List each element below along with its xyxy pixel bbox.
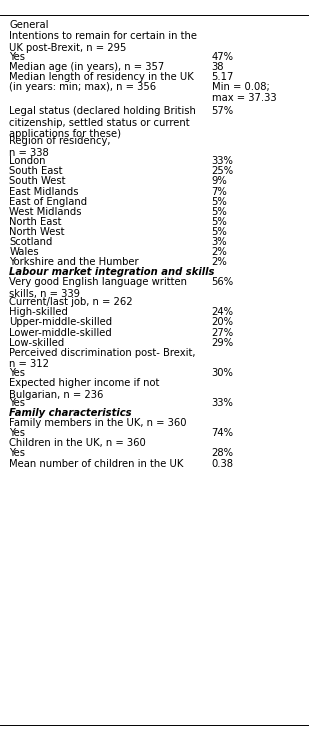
Text: Min = 0.08;
max = 37.33: Min = 0.08; max = 37.33 bbox=[212, 82, 276, 104]
Text: High-skilled: High-skilled bbox=[9, 307, 68, 318]
Text: 74%: 74% bbox=[212, 429, 234, 438]
Text: Yes: Yes bbox=[9, 368, 25, 378]
Text: 29%: 29% bbox=[212, 338, 234, 347]
Text: South West: South West bbox=[9, 177, 66, 186]
Text: Family characteristics: Family characteristics bbox=[9, 408, 132, 418]
Text: South East: South East bbox=[9, 166, 63, 177]
Text: Yes: Yes bbox=[9, 448, 25, 458]
Text: Scotland: Scotland bbox=[9, 237, 53, 247]
Text: Yes: Yes bbox=[9, 398, 25, 408]
Text: 2%: 2% bbox=[212, 247, 227, 257]
Text: 30%: 30% bbox=[212, 368, 234, 378]
Text: 47%: 47% bbox=[212, 52, 234, 61]
Text: Yes: Yes bbox=[9, 429, 25, 438]
Text: Current/last job, n = 262: Current/last job, n = 262 bbox=[9, 297, 133, 307]
Text: (in years: min; max), n = 356: (in years: min; max), n = 356 bbox=[9, 82, 156, 92]
Text: Perceived discrimination post- Brexit,
n = 312: Perceived discrimination post- Brexit, n… bbox=[9, 347, 196, 369]
Text: 5%: 5% bbox=[212, 196, 227, 207]
Text: Intentions to remain for certain in the
UK post-Brexit, n = 295: Intentions to remain for certain in the … bbox=[9, 31, 197, 53]
Text: 5%: 5% bbox=[212, 217, 227, 227]
Text: Legal status (declared holding British
citizenship, settled status or current
ap: Legal status (declared holding British c… bbox=[9, 106, 196, 139]
Text: London: London bbox=[9, 156, 46, 166]
Text: 27%: 27% bbox=[212, 328, 234, 337]
Text: East Midlands: East Midlands bbox=[9, 187, 79, 196]
Text: 3%: 3% bbox=[212, 237, 227, 247]
Text: General: General bbox=[9, 20, 49, 31]
Text: 5%: 5% bbox=[212, 207, 227, 217]
Text: Region of residency,
n = 338: Region of residency, n = 338 bbox=[9, 137, 111, 158]
Text: North East: North East bbox=[9, 217, 62, 227]
Text: Low-skilled: Low-skilled bbox=[9, 338, 65, 347]
Text: 33%: 33% bbox=[212, 156, 234, 166]
Text: Wales: Wales bbox=[9, 247, 39, 257]
Text: Mean number of children in the UK: Mean number of children in the UK bbox=[9, 458, 184, 469]
Text: 9%: 9% bbox=[212, 177, 227, 186]
Text: Lower-middle-skilled: Lower-middle-skilled bbox=[9, 328, 112, 337]
Text: 33%: 33% bbox=[212, 398, 234, 408]
Text: 5.17: 5.17 bbox=[212, 72, 234, 82]
Text: 5%: 5% bbox=[212, 227, 227, 237]
Text: Labour market integration and skills: Labour market integration and skills bbox=[9, 267, 215, 277]
Text: North West: North West bbox=[9, 227, 65, 237]
Text: Family members in the UK, n = 360: Family members in the UK, n = 360 bbox=[9, 418, 187, 429]
Text: Upper-middle-skilled: Upper-middle-skilled bbox=[9, 318, 112, 328]
Text: 28%: 28% bbox=[212, 448, 234, 458]
Text: Median age (in years), n = 357: Median age (in years), n = 357 bbox=[9, 61, 164, 72]
Text: Very good English language written
skills, n = 339: Very good English language written skill… bbox=[9, 277, 187, 299]
Text: 56%: 56% bbox=[212, 277, 234, 287]
Text: 24%: 24% bbox=[212, 307, 234, 318]
Text: Yes: Yes bbox=[9, 52, 25, 61]
Text: 38: 38 bbox=[212, 61, 224, 72]
Text: Median length of residency in the UK: Median length of residency in the UK bbox=[9, 72, 194, 82]
Text: 20%: 20% bbox=[212, 318, 234, 328]
Text: Children in the UK, n = 360: Children in the UK, n = 360 bbox=[9, 439, 146, 448]
Text: 25%: 25% bbox=[212, 166, 234, 177]
Text: 0.38: 0.38 bbox=[212, 458, 234, 469]
Text: East of England: East of England bbox=[9, 196, 87, 207]
Text: 57%: 57% bbox=[212, 106, 234, 116]
Text: Yorkshire and the Humber: Yorkshire and the Humber bbox=[9, 257, 139, 267]
Text: West Midlands: West Midlands bbox=[9, 207, 82, 217]
Text: Expected higher income if not
Bulgarian, n = 236: Expected higher income if not Bulgarian,… bbox=[9, 378, 160, 399]
Text: 7%: 7% bbox=[212, 187, 227, 196]
Text: 2%: 2% bbox=[212, 257, 227, 267]
